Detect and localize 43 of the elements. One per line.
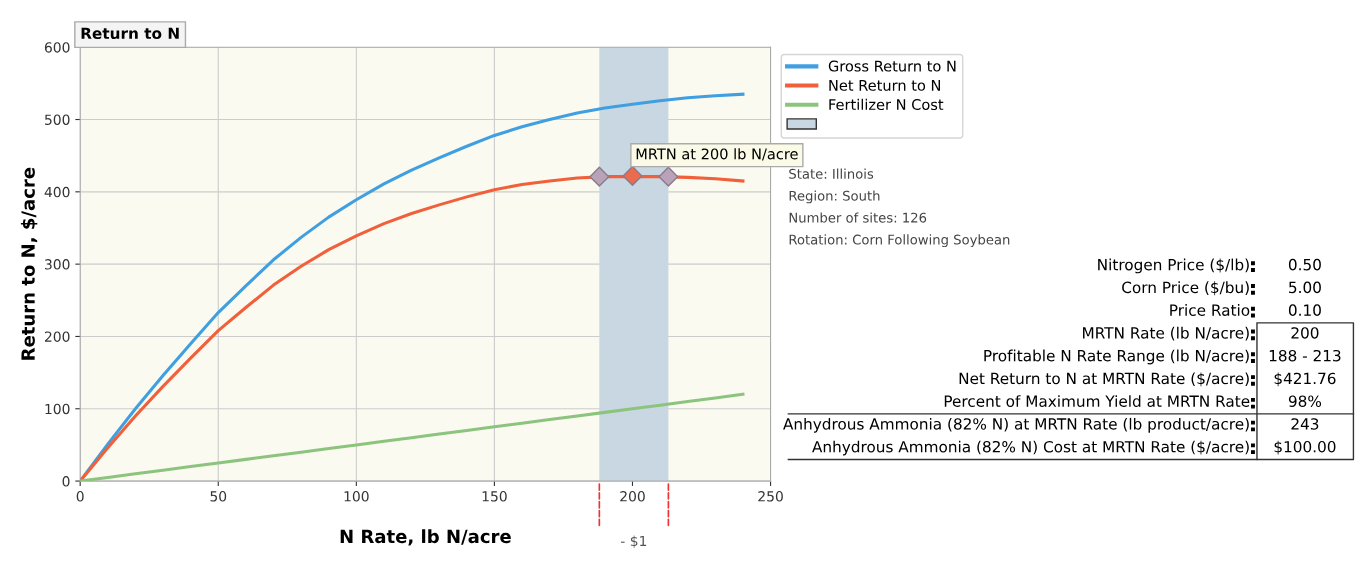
category-label: Anhydrous Ammonia (82% N) Cost at MRTN Rate ($/acre)	[812, 440, 1249, 456]
text: $100.00	[1274, 440, 1336, 455]
category-label: Percent of Maximum Yield at MRTN Rate	[944, 395, 1250, 407]
y-tick-label: 600	[44, 42, 70, 53]
x-tick-label: 100	[344, 491, 369, 502]
text: 0.10	[1288, 304, 1321, 316]
text: 0.50	[1288, 258, 1321, 271]
text: 5.00	[1289, 281, 1321, 294]
x-tick-label: 250	[758, 491, 783, 502]
legend-label: Gross Return to N	[828, 60, 956, 72]
text: Rotation: Corn Following Soybean	[789, 234, 1010, 248]
text: - $1	[620, 535, 647, 549]
text: State: Illinois	[789, 168, 874, 179]
category-label: Profitable N Rate Range (lb N/acre)	[984, 349, 1249, 365]
category-label: MRTN Rate (lb N/acre)	[1083, 326, 1249, 341]
category-label: Corn Price ($/bu)	[1122, 281, 1249, 296]
y-tick-label: 200	[44, 331, 70, 342]
legend-label: Net Return to N	[829, 80, 940, 91]
y-tick-label: 400	[44, 186, 70, 198]
legend-label: Fertilizer N Cost	[829, 98, 944, 111]
y-axis-title: Return to N, $/acre	[20, 167, 38, 360]
category-label: Nitrogen Price ($/lb)	[1098, 258, 1249, 274]
text: 188 - 213	[1269, 349, 1341, 362]
text: 98%	[1288, 395, 1322, 407]
y-tick-label: 0	[62, 476, 70, 487]
category-label: Price Ratio	[1170, 304, 1250, 316]
text: $421.76	[1274, 372, 1336, 387]
y-tick-label: 500	[45, 114, 70, 125]
x-tick-label: 150	[482, 491, 507, 502]
x-tick-label: 50	[210, 491, 227, 502]
text: 243	[1291, 418, 1319, 430]
x-tick-label: 0	[76, 491, 84, 502]
text: Region: South	[789, 190, 880, 204]
chart-title: Return to N	[81, 27, 179, 40]
text: Number of sites: 126	[789, 212, 927, 223]
category-label: Net Return to N at MRTN Rate ($/acre)	[959, 372, 1249, 387]
y-tick-label: 300	[45, 259, 70, 270]
category-label: Anhydrous Ammonia (82% N) at MRTN Rate (lb product/acre)	[783, 417, 1249, 433]
annotation: MRTN at 200 lb N/acre	[636, 148, 798, 161]
x-tick-label: 200	[620, 491, 645, 502]
text: 200	[1291, 327, 1319, 339]
y-tick-label: 100	[45, 403, 70, 415]
x-axis-title: N Rate, lb N/acre	[340, 529, 511, 546]
